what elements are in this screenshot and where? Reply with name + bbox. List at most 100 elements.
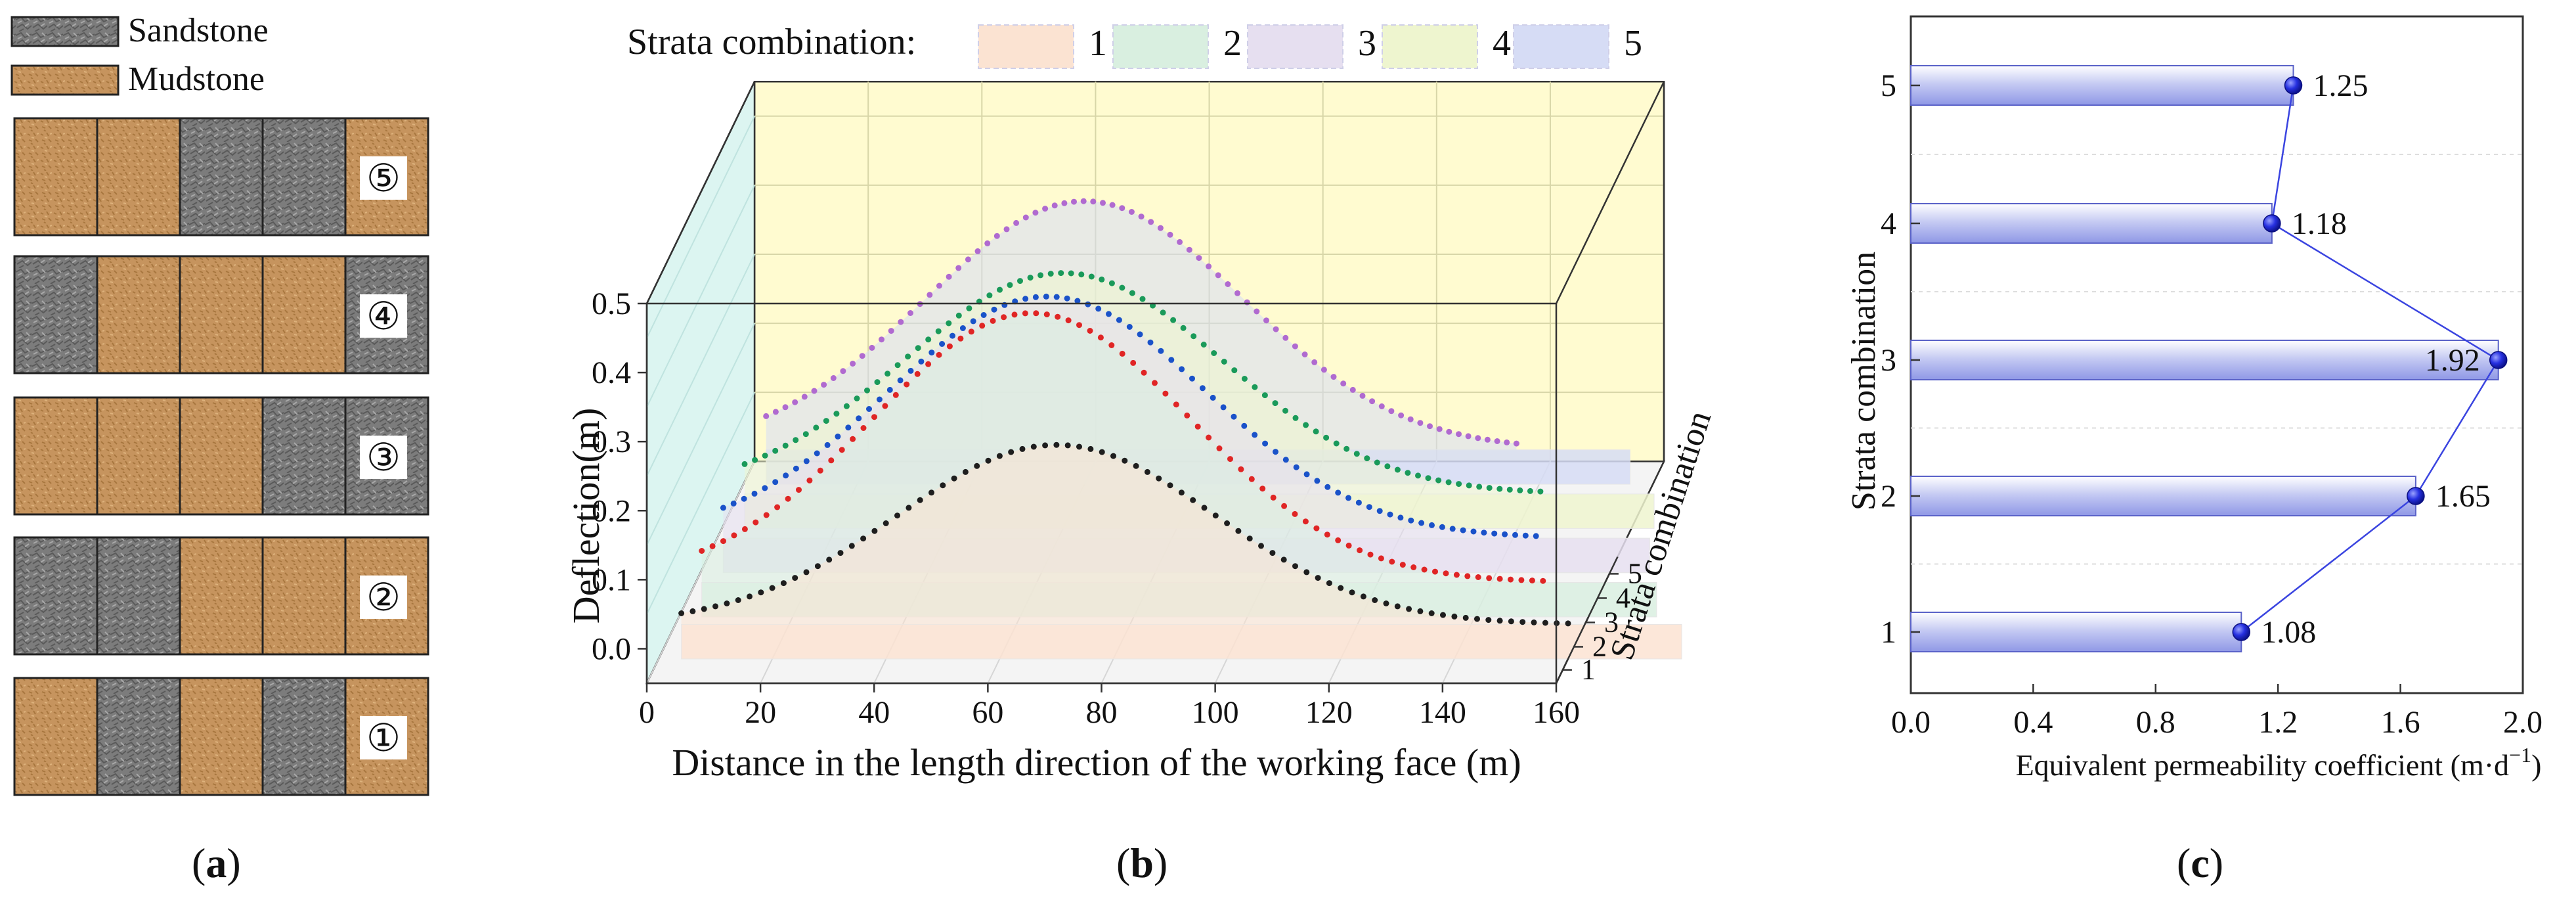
series-point	[1531, 619, 1537, 625]
series-point	[1292, 510, 1298, 517]
series-point	[1042, 206, 1049, 212]
series-point	[801, 394, 808, 400]
series-point	[1095, 305, 1102, 312]
strata-column-label: ①	[366, 717, 401, 759]
series-point	[984, 240, 991, 246]
series-point	[925, 361, 932, 367]
legend-label-1: 1	[1089, 23, 1107, 64]
series-point	[1097, 334, 1104, 341]
series-point	[914, 371, 921, 377]
series-point	[1252, 384, 1258, 390]
strata-column-label: ③	[366, 436, 401, 479]
series-point	[1508, 576, 1514, 583]
series-point	[1446, 428, 1452, 435]
series-point	[1369, 398, 1376, 405]
series-point	[1389, 558, 1395, 565]
series-point	[763, 413, 770, 419]
series-point	[1231, 367, 1238, 374]
series-point	[1196, 255, 1202, 261]
bar-marker-2	[2407, 487, 2425, 505]
chart-b-legend-title: Strata combination:	[627, 22, 916, 62]
series-point	[1087, 328, 1093, 334]
series-point	[1494, 438, 1500, 444]
series-point	[1076, 443, 1082, 450]
series-point	[876, 396, 883, 403]
series-point	[1042, 442, 1049, 449]
series-point	[1007, 282, 1013, 288]
y-tick-label: 3	[1881, 343, 1896, 378]
series-point	[1037, 272, 1044, 279]
series-point	[678, 610, 685, 616]
series-point	[1378, 403, 1385, 409]
series-point	[1162, 390, 1169, 397]
series-point	[782, 404, 789, 411]
series-point	[1216, 445, 1223, 451]
series-point	[1130, 359, 1137, 366]
series-point	[1537, 488, 1544, 495]
series-point	[1496, 576, 1503, 582]
series-point	[1043, 293, 1049, 300]
series-point	[1436, 426, 1443, 432]
series-point	[1078, 271, 1085, 278]
series-point	[859, 353, 865, 359]
series-point	[811, 388, 818, 394]
series-point	[928, 489, 934, 496]
bar-value-label-5: 1.25	[2313, 68, 2369, 103]
series-point	[1189, 375, 1195, 382]
series-point	[1246, 535, 1253, 542]
x-tick-label: 60	[972, 695, 1003, 730]
series-point	[997, 286, 1003, 293]
series-point	[1491, 530, 1498, 537]
series-point	[762, 485, 768, 491]
series-point	[918, 358, 925, 365]
y-tick-label: 5	[1881, 68, 1896, 103]
series-point	[854, 395, 860, 401]
bar-3	[1910, 340, 2499, 380]
series-point	[1359, 392, 1366, 399]
series-line-3	[720, 293, 1539, 539]
series-point	[751, 490, 758, 497]
chart-b-axes: 0 20 40 60 80 100 120 140 160 0.0 0.1 0.2 0.3 0.4 0.5 1…	[592, 286, 1642, 730]
series-point	[1449, 526, 1456, 532]
series-point	[1017, 278, 1023, 284]
series-point	[774, 504, 781, 510]
series-point	[1177, 238, 1183, 245]
series-point	[1508, 618, 1514, 625]
series-point	[1032, 294, 1039, 300]
series-point	[1303, 471, 1310, 478]
series-point	[1206, 434, 1212, 441]
y-tick-label: 0.5	[592, 286, 631, 321]
series-point	[1367, 551, 1374, 558]
series-point	[1090, 198, 1097, 205]
series-point	[1462, 614, 1469, 621]
series-point	[957, 335, 964, 342]
series-point	[1445, 479, 1452, 486]
series-point	[720, 505, 726, 511]
series-point	[1087, 445, 1094, 452]
sandstone-legend-swatch	[11, 16, 120, 47]
series-point	[1065, 317, 1072, 324]
series-point	[1001, 314, 1007, 321]
series-point	[1451, 613, 1458, 620]
sandstone-layer	[261, 396, 347, 516]
series-point	[860, 425, 867, 431]
mudstone-layer	[179, 677, 264, 796]
series-point	[1518, 577, 1525, 583]
series-point	[833, 411, 840, 417]
series-point	[1293, 464, 1299, 470]
series-point	[1248, 476, 1255, 482]
series-point	[888, 328, 894, 334]
bar-value-label-3: 1.92	[2425, 343, 2480, 378]
series-point	[1139, 296, 1146, 302]
legend-swatch-4	[1382, 24, 1478, 69]
series-point	[1167, 482, 1173, 489]
series-point	[1053, 294, 1060, 300]
series-point	[1157, 225, 1164, 231]
series-point	[866, 406, 872, 412]
series-point	[1109, 202, 1116, 208]
series-point	[780, 580, 787, 587]
bar-marker-5	[2284, 76, 2303, 95]
series-point	[1443, 570, 1449, 577]
series-point	[1394, 466, 1401, 473]
series-point	[1074, 298, 1081, 304]
